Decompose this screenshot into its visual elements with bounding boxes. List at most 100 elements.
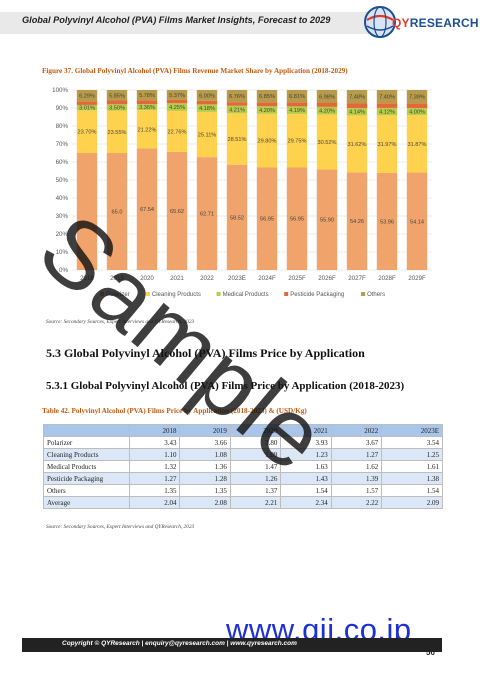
page-header: Global Polyvinyl Alcohol (PVA) Films Mar… xyxy=(0,0,480,50)
data-label: 4.20% xyxy=(259,108,275,114)
x-tick-label: 2024F xyxy=(258,275,276,282)
bar-segment xyxy=(106,104,128,111)
table-cell: 2.08 xyxy=(179,496,231,509)
bar-segment xyxy=(346,115,368,173)
bar-segment xyxy=(256,102,278,107)
table-cell: Cleaning Products xyxy=(43,448,130,461)
table-cell: 1.09 xyxy=(229,448,282,461)
x-tick-label: 2019 xyxy=(110,275,124,282)
legend-entry: Others xyxy=(367,292,385,298)
data-label: 4.20% xyxy=(319,109,335,115)
data-label: 56.95 xyxy=(260,217,274,223)
logo-wordmark: QYRESEARCH xyxy=(392,16,479,30)
bar-segment xyxy=(196,100,218,105)
bar-segment xyxy=(166,110,188,152)
table-cell: 1.35 xyxy=(179,484,231,497)
table-header-cell: 2019 xyxy=(179,424,231,437)
bar-segment xyxy=(316,169,338,270)
bar-segment xyxy=(166,99,188,104)
page-number: 50 xyxy=(426,648,435,657)
data-label: 21.22% xyxy=(138,127,157,133)
bar-segment xyxy=(316,90,338,103)
data-label: 3.50% xyxy=(109,105,125,111)
header-bar xyxy=(0,12,390,34)
legend-swatch xyxy=(216,292,221,296)
data-label: 30.52% xyxy=(318,140,337,146)
bar-segment xyxy=(406,172,428,270)
table-cell: 1.10 xyxy=(128,448,181,461)
subsection-heading: 5.3.1 Global Polyvinyl Alcohol (PVA) Fil… xyxy=(46,380,405,392)
data-label: 53.96 xyxy=(380,219,394,225)
bar-segment xyxy=(136,90,158,101)
table-cell: 1.36 xyxy=(179,460,231,473)
x-tick-label: 2021 xyxy=(170,275,184,282)
data-label: 58.52 xyxy=(230,215,244,221)
y-tick-label: 80% xyxy=(56,123,69,130)
table-header-cell: 2020 xyxy=(229,424,282,437)
table-cell: 2.21 xyxy=(229,496,282,509)
bar-segment xyxy=(226,113,248,165)
table-cell: Others xyxy=(43,484,130,497)
table-cell: 1.37 xyxy=(229,484,282,497)
legend-entry: Polarizer xyxy=(106,292,130,298)
bar-segment xyxy=(226,164,248,270)
data-label: 6.76% xyxy=(229,94,245,100)
data-label: 5.85% xyxy=(109,93,125,99)
bar-segment xyxy=(76,153,98,270)
stacked-bar-chart: 0% 10% 20% 30% 40% 50% 60% 70% 80% 90% 100% 23.70% 3… xyxy=(52,87,432,298)
data-label: 6.85% xyxy=(259,94,275,100)
table-row: Cleaning Products 1.10 1.08 1.09 1.23 1.27 1.2… xyxy=(43,448,443,461)
data-label: 5.78% xyxy=(139,93,155,99)
data-label: 54.26 xyxy=(350,219,364,225)
legend-swatch xyxy=(284,292,289,296)
table-header-row: 2018 2019 2020 2021 2022 2023E xyxy=(43,424,443,437)
table-cell: 1.43 xyxy=(280,472,332,485)
data-label: 6.29% xyxy=(79,94,95,100)
data-label: 23.55% xyxy=(108,130,127,136)
bar-segment xyxy=(316,106,338,115)
bar-segment xyxy=(226,105,248,114)
table-cell: 1.38 xyxy=(381,472,443,485)
data-label: 31.87% xyxy=(408,142,427,148)
table-cell: Polarizer xyxy=(43,436,130,449)
y-tick-label: 60% xyxy=(56,159,69,166)
footer-bar: Copyright © QYResearch | enquiry@qyresea… xyxy=(22,638,442,652)
bar-segment xyxy=(406,90,428,104)
bar-segment xyxy=(346,172,368,270)
table-cell: 3.80 xyxy=(229,436,282,449)
table-cell: 3.43 xyxy=(128,436,181,449)
y-tick-label: 100% xyxy=(52,87,68,94)
bar-segment xyxy=(376,172,398,270)
table-caption: Table 42. Polyvinyl Alcohol (PVA) Films … xyxy=(42,407,307,415)
table-cell: 1.08 xyxy=(179,448,231,461)
y-tick-label: 70% xyxy=(56,141,69,148)
bar-segment xyxy=(286,90,308,103)
bar-segment xyxy=(256,167,278,270)
data-label: 7.40% xyxy=(379,95,395,101)
figure-caption: Figure 37. Global Polyvinyl Alcohol (PVA… xyxy=(42,67,348,75)
table-header-cell xyxy=(43,424,130,437)
bar-segment xyxy=(376,107,398,116)
data-label: 29.80% xyxy=(258,139,277,145)
bar-segment xyxy=(106,110,128,153)
bar-segment xyxy=(196,157,218,270)
table-cell: 1.26 xyxy=(229,472,282,485)
bar-segment xyxy=(196,111,218,158)
bar-segment xyxy=(256,90,278,103)
table-body: Polarizer 3.43 3.66 3.80 3.93 3.67 3.54 Cleanin… xyxy=(43,436,443,509)
y-tick-label: 0% xyxy=(59,267,68,274)
legend-swatch xyxy=(100,292,104,296)
bar-segment xyxy=(76,110,98,153)
x-tick-label: 2026F xyxy=(318,275,336,282)
data-label: 28.51% xyxy=(228,137,247,143)
bar-segment xyxy=(196,90,218,101)
table-row: Polarizer 3.43 3.66 3.80 3.93 3.67 3.54 xyxy=(43,436,443,449)
x-tick-label: 2028F xyxy=(378,275,396,282)
bar-segment xyxy=(406,103,428,108)
bar-segment xyxy=(316,102,338,107)
table-cell: 1.61 xyxy=(381,460,443,473)
bar-segment xyxy=(406,107,428,116)
legend-entry: Medical Products xyxy=(223,292,269,298)
bar-segment xyxy=(166,103,188,111)
bar-segment xyxy=(286,167,308,270)
